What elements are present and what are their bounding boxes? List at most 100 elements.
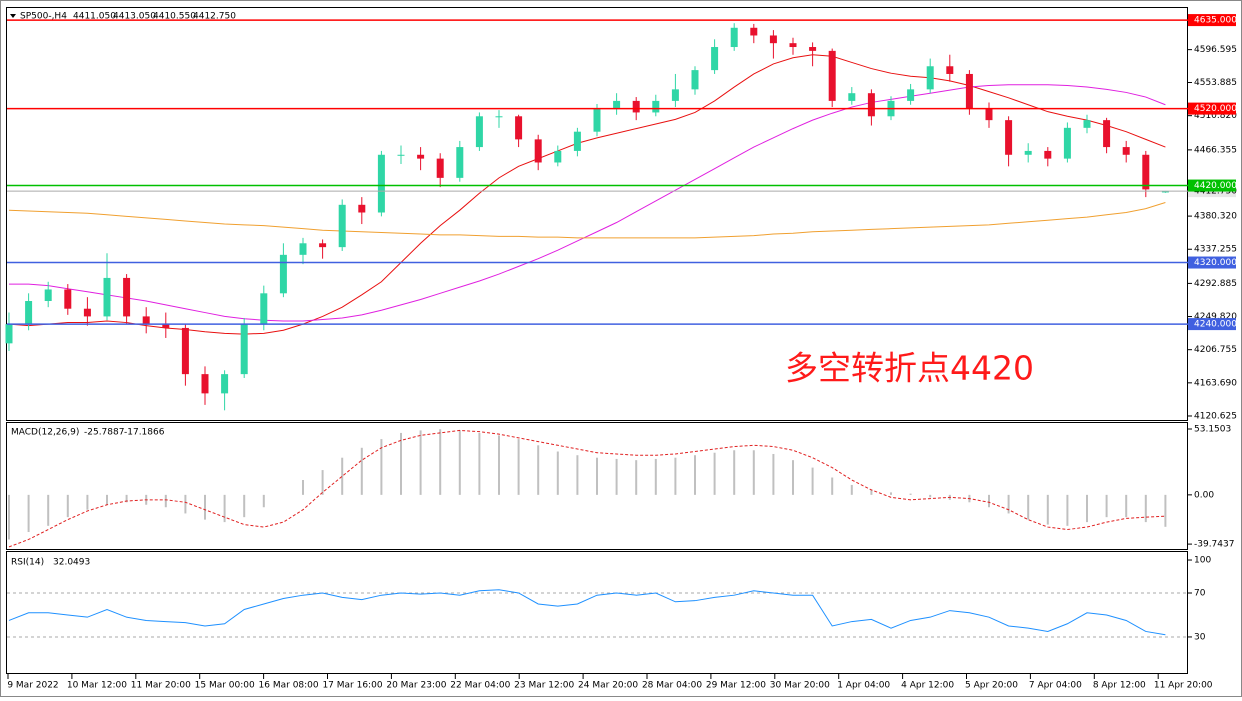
candle-body xyxy=(534,139,542,163)
menu-arrow xyxy=(10,14,16,18)
candle-body xyxy=(809,47,817,51)
candle-body xyxy=(181,327,189,375)
candle-body xyxy=(593,108,601,132)
candle-body xyxy=(417,154,425,159)
candle-body xyxy=(711,47,719,71)
y-tick-label: -39.7437 xyxy=(1194,540,1234,550)
x-tick-label: 29 Mar 12:00 xyxy=(706,681,766,691)
x-tick-label: 15 Mar 00:00 xyxy=(195,681,255,691)
candle-body xyxy=(907,89,915,101)
candle-body xyxy=(44,289,52,302)
y-tick-label: 100 xyxy=(1194,556,1211,566)
x-tick-label: 11 Apr 20:00 xyxy=(1154,681,1213,691)
close: 4412.750 xyxy=(193,12,236,22)
main-panel xyxy=(6,7,1188,421)
level-label: 4240.000 xyxy=(1194,320,1237,330)
rsi-value: 32.0493 xyxy=(53,558,90,568)
candle-body xyxy=(1122,147,1130,155)
open: 4411.050 xyxy=(73,12,116,22)
candle-body xyxy=(240,324,248,375)
x-tick-label: 9 Mar 2022 xyxy=(7,681,58,691)
y-tick-label: 4120.625 xyxy=(1194,411,1237,421)
y-tick-label: 4206.755 xyxy=(1194,345,1237,355)
candle-body xyxy=(1083,120,1091,128)
candle-body xyxy=(377,154,385,213)
candle-body xyxy=(926,66,934,90)
candle-body xyxy=(848,93,856,101)
y-tick-label: 4249.820 xyxy=(1194,312,1237,322)
x-tick-label: 28 Mar 04:00 xyxy=(642,681,702,691)
candle-body xyxy=(279,254,287,294)
level-label: 4320.000 xyxy=(1194,258,1237,268)
y-tick-label: 4466.355 xyxy=(1194,145,1237,155)
candle-body xyxy=(299,243,307,255)
level-tag xyxy=(1188,256,1236,269)
candle-body xyxy=(201,374,209,394)
x-tick-label: 16 Mar 08:00 xyxy=(259,681,319,691)
level-label: 4520.000 xyxy=(1194,104,1237,114)
level-tag xyxy=(1188,102,1236,115)
rsi-panel xyxy=(6,551,1188,674)
moving-average xyxy=(8,202,1166,239)
x-tick-label: 8 Apr 12:00 xyxy=(1093,681,1146,691)
candle-body xyxy=(456,147,464,178)
candle-body xyxy=(750,27,758,36)
candle-body xyxy=(730,27,738,48)
x-tick-label: 22 Mar 04:00 xyxy=(450,681,510,691)
candle-body xyxy=(436,158,444,178)
rsi-name: RSI(14) xyxy=(11,558,44,568)
y-tick-label: 4292.885 xyxy=(1194,279,1237,289)
y-tick-label: 0.00 xyxy=(1194,490,1214,500)
y-tick-label: 70 xyxy=(1194,588,1206,598)
candle-body xyxy=(338,204,346,248)
candle-body xyxy=(142,316,150,325)
candle-body xyxy=(985,108,993,121)
macd-signal-value: -17.1866 xyxy=(124,428,165,438)
candle-body xyxy=(652,100,660,113)
x-tick-label: 24 Mar 20:00 xyxy=(578,681,638,691)
level-label: 4420.000 xyxy=(1194,181,1237,191)
y-tick-label: 4596.595 xyxy=(1194,45,1237,55)
candle-body xyxy=(515,116,523,140)
candle-body xyxy=(671,89,679,101)
y-tick-label: 4337.255 xyxy=(1194,245,1237,255)
candle-body xyxy=(828,50,836,101)
level-tag xyxy=(1188,179,1236,192)
y-tick-label: 4510.820 xyxy=(1194,111,1237,121)
y-tick-label: 4380.320 xyxy=(1194,212,1237,222)
x-tick-label: 1 Apr 04:00 xyxy=(837,681,890,691)
rsi-line xyxy=(8,589,1166,636)
macd-panel xyxy=(6,422,1188,550)
candle-body xyxy=(83,308,91,317)
macd-name: MACD(12,26,9) xyxy=(11,428,79,438)
x-tick-label: 5 Apr 20:00 xyxy=(965,681,1018,691)
x-tick-label: 20 Mar 23:00 xyxy=(386,681,446,691)
x-tick-label: 10 Mar 12:00 xyxy=(67,681,127,691)
y-tick-label: 53.1503 xyxy=(1194,425,1231,435)
y-tick-label: 30 xyxy=(1194,632,1206,642)
candle-body xyxy=(495,116,503,118)
x-tick-label: 23 Mar 12:00 xyxy=(514,681,574,691)
level-label: 4635.000 xyxy=(1194,16,1237,26)
level-tag xyxy=(1188,318,1236,331)
candle-body xyxy=(946,66,954,74)
x-tick-label: 30 Mar 20:00 xyxy=(770,681,830,691)
candle-body xyxy=(123,277,131,317)
candle-body xyxy=(789,43,797,48)
candle-body xyxy=(769,35,777,44)
candle-body xyxy=(554,150,562,163)
candle-body xyxy=(632,100,640,113)
x-tick-label: 11 Mar 20:00 xyxy=(131,681,191,691)
candle-body xyxy=(221,374,229,394)
candle-body xyxy=(162,324,170,328)
level-tag xyxy=(1188,14,1236,27)
candle-body xyxy=(358,204,366,213)
y-tick-label: 4553.885 xyxy=(1194,78,1237,88)
candle-body xyxy=(260,293,268,325)
macd-signal xyxy=(8,429,1166,548)
candle-body xyxy=(1103,120,1111,148)
candle-body xyxy=(1161,191,1169,193)
